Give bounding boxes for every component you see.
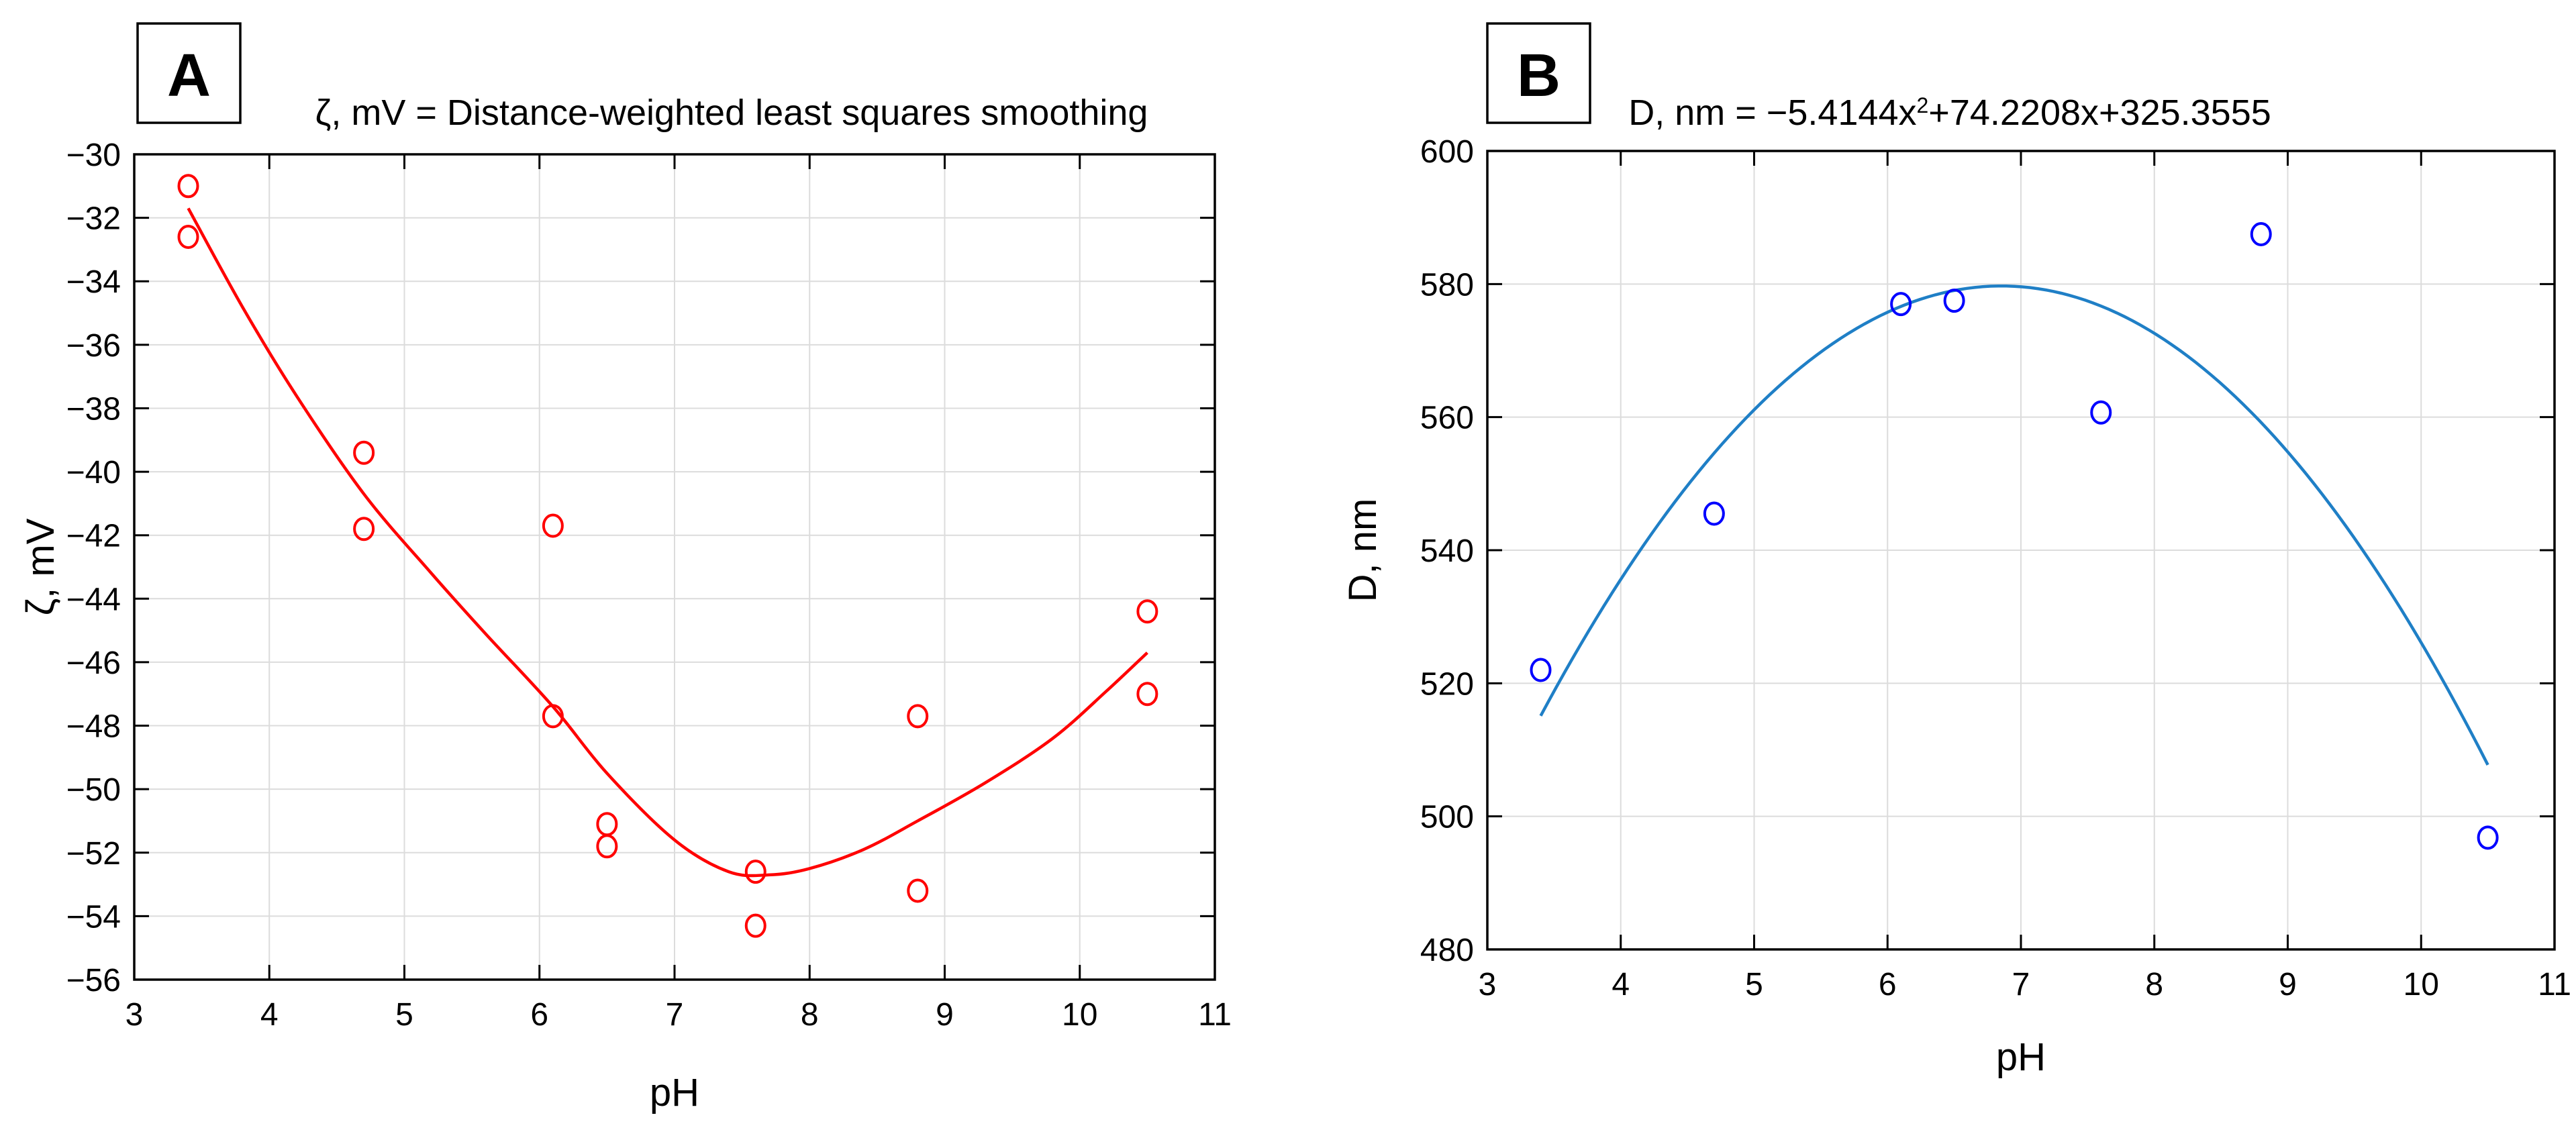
panel-a: A ζ, mV = Distance-weighted least square…: [19, 22, 1232, 1114]
panel-a-letter: A: [167, 42, 211, 109]
chart-a-y-tick-label: −36: [66, 328, 121, 364]
chart-b-grid: [1487, 151, 2555, 949]
chart-a-x-tick-label: 3: [126, 997, 144, 1033]
chart-b-y-tick-label: 480: [1420, 933, 1474, 968]
chart-b-data-point: [2250, 221, 2272, 246]
chart-b-data-point: [1703, 501, 1725, 526]
chart-a-x-tick-label: 6: [530, 997, 548, 1033]
chart-b-data-point: [2477, 825, 2499, 850]
chart-a-x-tick-label: 7: [666, 997, 684, 1033]
panel-a-label-box: [136, 22, 242, 124]
chart-a-ticks: [133, 153, 1216, 981]
chart-b-x-tick-label: 9: [2279, 967, 2297, 1002]
chart-b-x-tick-label: 10: [2404, 967, 2439, 1002]
chart-b-y-tick-label: 600: [1420, 134, 1474, 170]
chart-b-data-point: [1890, 292, 1912, 317]
panel-b-letter: B: [1517, 42, 1561, 109]
panel-b-label-box: [1486, 22, 1591, 124]
chart-a-data-point: [177, 225, 199, 249]
chart-a-x-tick-label: 9: [936, 997, 954, 1033]
chart-b-title: D, nm = −5.4144x2+74.2208x+325.3555: [1628, 93, 2271, 133]
chart-b-tick-labels: 3 4 5 6 7 8 9 10 11 480 500 520 540 560 580 600: [1420, 134, 2571, 1002]
chart-b-x-tick-label: 7: [2012, 967, 2030, 1002]
chart-a-data-point: [744, 860, 766, 884]
chart-b-title-main: D, nm = −5.4144x: [1628, 93, 1916, 133]
chart-a-y-tick-label: −50: [66, 772, 121, 808]
chart-a-x-tick-label: 11: [1198, 997, 1232, 1033]
chart-b-data-point: [1530, 658, 1552, 682]
chart-a-y-tick-label: −34: [66, 264, 121, 300]
chart-a-title: ζ, mV = Distance-weighted least squares …: [315, 93, 1148, 133]
chart-a-tick-labels: 3 4 5 6 7 8 9 10 11 −56 −54 −52 −50 −48 −46 −44 −42 −40 −3…: [66, 138, 1232, 1033]
chart-b-x-tick-label: 11: [2538, 967, 2571, 1002]
chart-b-y-tick-label: 580: [1420, 267, 1474, 303]
chart-b-x-axis-label: pH: [1996, 1035, 2046, 1079]
chart-a-data-point: [353, 517, 375, 541]
chart-b-title-tail: +74.2208x+325.3555: [1928, 93, 2271, 133]
chart-b-x-tick-label: 5: [1745, 967, 1763, 1002]
chart-b-x-tick-label: 8: [2145, 967, 2163, 1002]
chart-b-x-tick-label: 6: [1879, 967, 1897, 1002]
chart-a-y-axis-label: ζ, mV: [19, 518, 62, 615]
chart-b-x-tick-label: 3: [1479, 967, 1497, 1002]
chart-a-data-point: [907, 878, 929, 903]
chart-a-y-tick-label: −38: [66, 391, 121, 427]
chart-a-y-tick-label: −32: [66, 201, 121, 237]
chart-a-x-tick-label: 4: [260, 997, 279, 1033]
chart-a-x-tick-label: 5: [395, 997, 413, 1033]
chart-b-ticks: [1486, 150, 2556, 951]
chart-a-y-tick-label: −54: [66, 899, 121, 935]
chart-a-data-point: [744, 913, 766, 938]
chart-b-y-axis-label: D, nm: [1341, 499, 1385, 603]
chart-a-y-tick-label: −52: [66, 836, 121, 872]
chart-a-data-point: [542, 704, 564, 729]
chart-a-data-point: [596, 812, 618, 837]
chart-b-y-tick-label: 520: [1420, 666, 1474, 702]
chart-a-data-point: [177, 174, 199, 199]
chart-a-y-tick-label: −30: [66, 138, 121, 173]
chart-b-y-tick-label: 500: [1420, 800, 1474, 835]
chart-b-y-tick-label: 560: [1420, 401, 1474, 436]
chart-a-data-point: [1136, 599, 1158, 624]
chart-a-y-tick-label: −46: [66, 645, 121, 681]
chart-a-y-tick-label: −44: [66, 582, 121, 617]
chart-a-x-axis-label: pH: [650, 1071, 699, 1114]
chart-b-x-tick-label: 4: [1612, 967, 1630, 1002]
chart-b-title-superscript: 2: [1916, 93, 1928, 117]
chart-a-data-point: [542, 513, 564, 538]
chart-b-y-tick-label: 540: [1420, 533, 1474, 569]
chart-a-y-tick-label: −48: [66, 709, 121, 745]
chart-a-points: [177, 174, 1158, 938]
chart-a-data-point: [907, 704, 929, 729]
chart-b-quadratic-fit-curve: [1539, 284, 2489, 766]
chart-a-y-tick-label: −40: [66, 455, 121, 490]
chart-a-x-tick-label: 10: [1062, 997, 1097, 1033]
chart-a-x-tick-label: 8: [801, 997, 819, 1033]
chart-a-data-point: [1136, 682, 1158, 707]
chart-b-data-point: [1943, 289, 1965, 313]
chart-a-data-point: [596, 834, 618, 859]
chart-b-points: [1530, 221, 2499, 850]
chart-a-grid: [134, 154, 1215, 980]
chart-a-data-point: [353, 440, 375, 465]
chart-b-data-point: [2090, 400, 2112, 425]
chart-a-smoothing-curve: [187, 207, 1148, 878]
chart-a-y-tick-label: −42: [66, 519, 121, 554]
chart-a-y-tick-label: −56: [66, 963, 121, 998]
